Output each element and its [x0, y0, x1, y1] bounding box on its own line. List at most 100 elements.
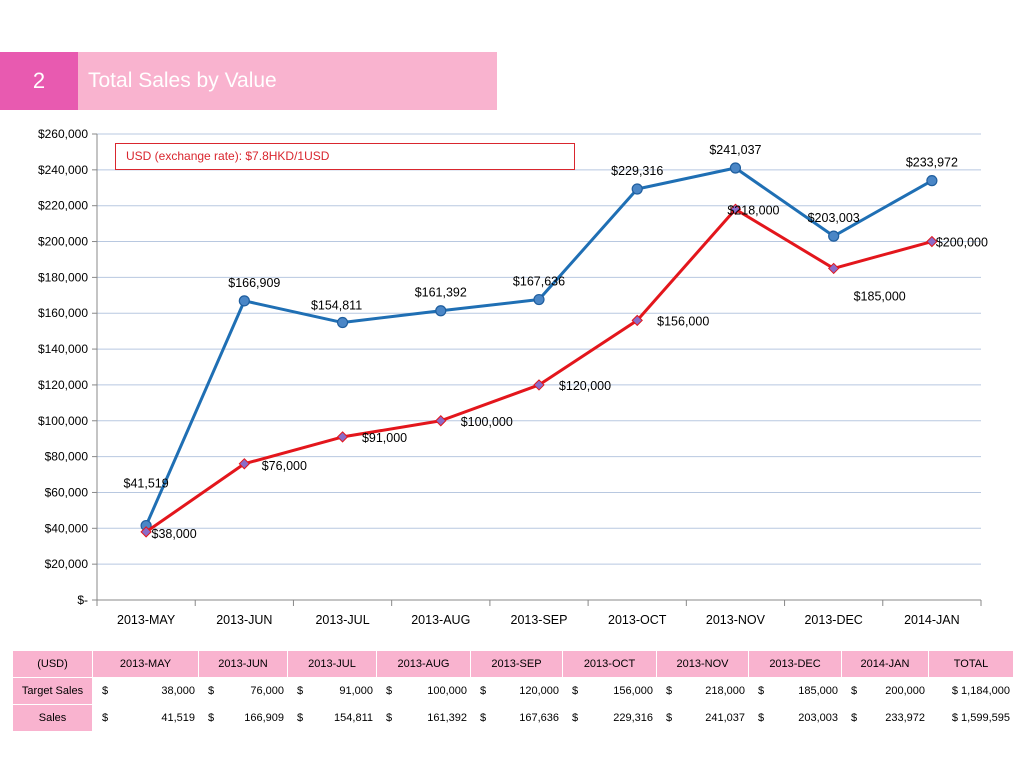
- target-sales-data-label: $38,000: [152, 527, 197, 541]
- y-tick-label: $60,000: [45, 485, 89, 499]
- target-sales-point: [631, 314, 643, 327]
- table-header-cell: 2013-NOV: [656, 650, 749, 678]
- table-header-cell: 2013-JUN: [198, 650, 288, 678]
- target-sales-data-label: $120,000: [559, 379, 611, 393]
- table-cell: $218,000: [656, 677, 749, 705]
- y-tick-label: $200,000: [38, 235, 88, 249]
- row-label: Sales: [12, 704, 93, 732]
- cell-value: 229,316: [613, 712, 653, 724]
- sales-data-label: $229,316: [611, 164, 663, 178]
- table-header-cell: 2013-JUL: [287, 650, 377, 678]
- sales-data-label: $233,972: [906, 156, 958, 170]
- table-header-cell: 2013-MAY: [92, 650, 199, 678]
- table-cell: $ 1,599,595: [928, 704, 1014, 732]
- cell-value: 91,000: [339, 685, 373, 697]
- gridlines: [97, 133, 981, 565]
- x-tick-label: 2013-JUN: [216, 613, 272, 627]
- title-bar: 2 Total Sales by Value: [0, 52, 497, 110]
- table-header-row: (USD) 2013-MAY 2013-JUN 2013-JUL 2013-AUG 201…: [12, 650, 1014, 678]
- table-header-cell: (USD): [12, 650, 93, 678]
- table-cell: $100,000: [376, 677, 471, 705]
- currency-symbol: $: [851, 685, 858, 697]
- target-sales-point: [435, 415, 447, 427]
- sales-point: [828, 230, 840, 242]
- cell-value: 167,636: [519, 712, 559, 724]
- table-header-cell: 2013-OCT: [562, 650, 657, 678]
- sales-data-label: $241,037: [709, 143, 761, 157]
- y-tick-label: $220,000: [38, 199, 88, 213]
- y-tick-label: $140,000: [38, 342, 88, 356]
- currency-symbol: $: [758, 712, 765, 724]
- currency-symbol: $: [386, 712, 393, 724]
- target-sales-point: [926, 235, 938, 248]
- target-sales-point: [140, 526, 152, 538]
- y-tick-label: $180,000: [38, 270, 88, 284]
- table-cell: $156,000: [562, 677, 657, 705]
- cell-value: 161,392: [427, 712, 467, 724]
- sales-point: [336, 316, 349, 329]
- currency-symbol: $: [102, 712, 109, 724]
- table-header-cell: 2014-JAN: [841, 650, 929, 678]
- currency-symbol: $: [572, 685, 579, 697]
- target-sales-line: [145, 207, 933, 534]
- table-cell: $ 1,184,000: [928, 677, 1014, 705]
- y-tick-label: $100,000: [38, 414, 88, 428]
- sales-data-label: $203,003: [808, 211, 860, 225]
- sales-data-label: $166,909: [228, 276, 280, 290]
- cell-value: $ 1,184,000: [951, 685, 1010, 697]
- slide-number: 2: [0, 52, 78, 110]
- table-cell: $241,037: [656, 704, 749, 732]
- x-tick-label: 2013-MAY: [117, 613, 176, 627]
- table-cell: $203,003: [748, 704, 842, 732]
- cell-value: 154,811: [334, 712, 373, 724]
- cell-value: 41,519: [161, 712, 195, 724]
- x-tick-label: 2013-NOV: [706, 613, 766, 627]
- y-tick-label: $40,000: [45, 521, 89, 535]
- table-cell: $154,811: [287, 704, 377, 732]
- target-sales-data-label: $185,000: [854, 289, 906, 303]
- sales-data-label: $161,392: [415, 286, 467, 300]
- sales-data-label: $154,811: [311, 299, 362, 313]
- sales-line-chart: $- $20,000 $40,000 $60,000 $80,000 $100,000 $1…: [38, 127, 988, 627]
- table-cell: $229,316: [562, 704, 657, 732]
- row-label: Target Sales: [12, 677, 93, 705]
- cell-value: 241,037: [705, 712, 745, 724]
- target-sales-point: [729, 203, 742, 215]
- y-tick-label: $-: [77, 593, 88, 607]
- table-row: Sales $41,519 $166,909 $154,811 $161,392 $167…: [12, 704, 1014, 732]
- cell-value: 38,000: [161, 685, 195, 697]
- target-sales-point: [827, 262, 840, 275]
- cell-value: 200,000: [885, 685, 925, 697]
- currency-symbol: $: [480, 712, 487, 724]
- y-tick-label: $120,000: [38, 378, 88, 392]
- slide-title: Total Sales by Value: [88, 69, 277, 92]
- target-sales-data-label: $156,000: [657, 314, 709, 328]
- table-cell: $233,972: [841, 704, 929, 732]
- table-cell: $200,000: [841, 677, 929, 705]
- currency-symbol: $: [758, 685, 765, 697]
- axes: $- $20,000 $40,000 $60,000 $80,000 $100,000 $1…: [38, 127, 982, 627]
- table-row: Target Sales $38,000 $76,000 $91,000 $100,00…: [12, 677, 1014, 705]
- sales-data-table: (USD) 2013-MAY 2013-JUN 2013-JUL 2013-AUG 201…: [12, 650, 1014, 732]
- y-tick-label: $240,000: [38, 163, 88, 177]
- cell-value: 100,000: [427, 685, 467, 697]
- table-cell: $91,000: [287, 677, 377, 705]
- target-sales-data-label: $100,000: [461, 415, 513, 429]
- table-header-cell: 2013-AUG: [376, 650, 471, 678]
- table-cell: $38,000: [92, 677, 199, 705]
- currency-symbol: $: [572, 712, 579, 724]
- target-sales-data-label: $91,000: [362, 431, 407, 445]
- target-sales-point: [238, 458, 251, 470]
- sales-point: [926, 175, 938, 187]
- target-sales-data-label: $218,000: [727, 203, 779, 217]
- x-tick-label: 2013-SEP: [511, 613, 568, 627]
- table-header-cell: 2013-DEC: [748, 650, 842, 678]
- sales-point: [435, 305, 447, 317]
- table-cell: $166,909: [198, 704, 288, 732]
- currency-symbol: $: [297, 685, 304, 697]
- cell-value: 156,000: [613, 685, 653, 697]
- target-sales-data-label: $200,000: [936, 236, 988, 250]
- table-cell: $161,392: [376, 704, 471, 732]
- x-tick-label: 2013-OCT: [608, 613, 667, 627]
- table-cell: $185,000: [748, 677, 842, 705]
